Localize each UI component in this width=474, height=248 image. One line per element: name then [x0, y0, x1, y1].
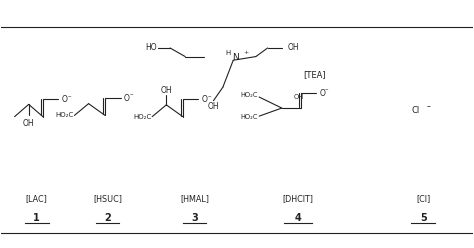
Text: OH: OH [23, 120, 35, 128]
Text: [LAC]: [LAC] [26, 194, 48, 203]
Text: HO₂C: HO₂C [241, 114, 258, 120]
Text: –: – [325, 87, 328, 93]
Text: –: – [427, 102, 430, 111]
Text: 4: 4 [295, 214, 301, 223]
Text: [HMAL]: [HMAL] [180, 194, 209, 203]
Text: [HSUC]: [HSUC] [93, 194, 122, 203]
Text: OH: OH [161, 86, 172, 95]
Text: Cl: Cl [411, 106, 419, 115]
Text: HO₂C: HO₂C [133, 114, 151, 120]
Text: 1: 1 [33, 214, 40, 223]
Text: O: O [319, 89, 325, 98]
Text: [Cl]: [Cl] [416, 194, 430, 203]
Text: –: – [67, 93, 71, 99]
Text: OH: OH [287, 43, 299, 53]
Text: H: H [225, 50, 230, 56]
Text: [TEA]: [TEA] [303, 70, 326, 79]
Text: HO₂C: HO₂C [241, 92, 258, 98]
Text: +: + [243, 50, 248, 55]
Text: 2: 2 [104, 214, 111, 223]
Text: –: – [129, 92, 133, 97]
Text: O: O [62, 95, 68, 104]
Text: N: N [232, 53, 239, 62]
Text: OH: OH [293, 94, 304, 100]
Text: 5: 5 [420, 214, 427, 223]
Text: O: O [124, 94, 130, 103]
Text: 3: 3 [191, 214, 198, 223]
Text: OH: OH [208, 102, 219, 111]
Text: [DHCIT]: [DHCIT] [283, 194, 314, 203]
Text: –: – [207, 93, 211, 99]
Text: O: O [201, 95, 208, 104]
Text: HO: HO [145, 43, 157, 53]
Text: HO₂C: HO₂C [55, 112, 73, 118]
